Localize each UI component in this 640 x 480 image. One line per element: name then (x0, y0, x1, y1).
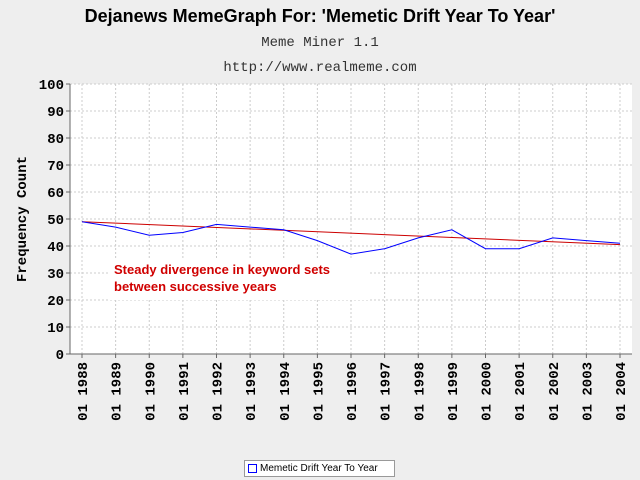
y-tick-label: 20 (47, 294, 64, 310)
x-tick-label: 01 2001 (513, 362, 529, 421)
legend-label: Memetic Drift Year To Year (260, 463, 378, 474)
trend-line (81, 221, 621, 246)
x-tick-label: 01 1997 (379, 362, 395, 421)
x-tick-label: 01 2003 (580, 362, 596, 421)
y-tick-label: 70 (47, 159, 64, 175)
x-tick-label: 01 1995 (311, 362, 327, 421)
y-tick-label: 30 (47, 267, 64, 283)
y-axis-label: Frequency Count (15, 156, 31, 282)
legend-swatch (248, 464, 257, 473)
x-tick-label: 01 1998 (412, 362, 428, 421)
x-tick-label: 01 1999 (446, 362, 462, 421)
x-tick-label: 01 1990 (143, 362, 159, 421)
x-tick-label: 01 1988 (76, 362, 92, 421)
x-tick-label: 01 2000 (480, 362, 496, 421)
x-tick-label: 01 2002 (547, 362, 563, 421)
y-tick-label: 50 (47, 213, 64, 229)
x-tick-label: 01 1989 (110, 362, 126, 421)
x-tick-label: 01 1996 (345, 362, 361, 421)
x-tick-label: 01 1993 (244, 362, 260, 421)
x-tick-label: 01 1994 (278, 362, 294, 421)
y-tick-label: 90 (47, 105, 64, 121)
series-line (81, 221, 621, 255)
chart-title: Dejanews MemeGraph For: 'Memetic Drift Y… (84, 6, 556, 26)
y-tick-label: 10 (47, 321, 64, 337)
legend: Memetic Drift Year To Year (244, 460, 395, 477)
annotation-text: between successive years (114, 279, 277, 294)
y-tick-label: 80 (47, 132, 64, 148)
annotation-text: Steady divergence in keyword sets (114, 262, 330, 277)
chart-url: http://www.realmeme.com (223, 60, 417, 76)
y-tick-label: 0 (56, 348, 64, 364)
chart-subtitle: Meme Miner 1.1 (261, 35, 379, 51)
y-tick-label: 100 (39, 78, 64, 94)
y-tick-label: 60 (47, 186, 64, 202)
x-tick-label: 01 2004 (614, 362, 630, 421)
x-tick-label: 01 1991 (177, 362, 193, 421)
y-tick-label: 40 (47, 240, 64, 256)
x-tick-label: 01 1992 (211, 362, 227, 421)
annotation-box (108, 260, 370, 300)
